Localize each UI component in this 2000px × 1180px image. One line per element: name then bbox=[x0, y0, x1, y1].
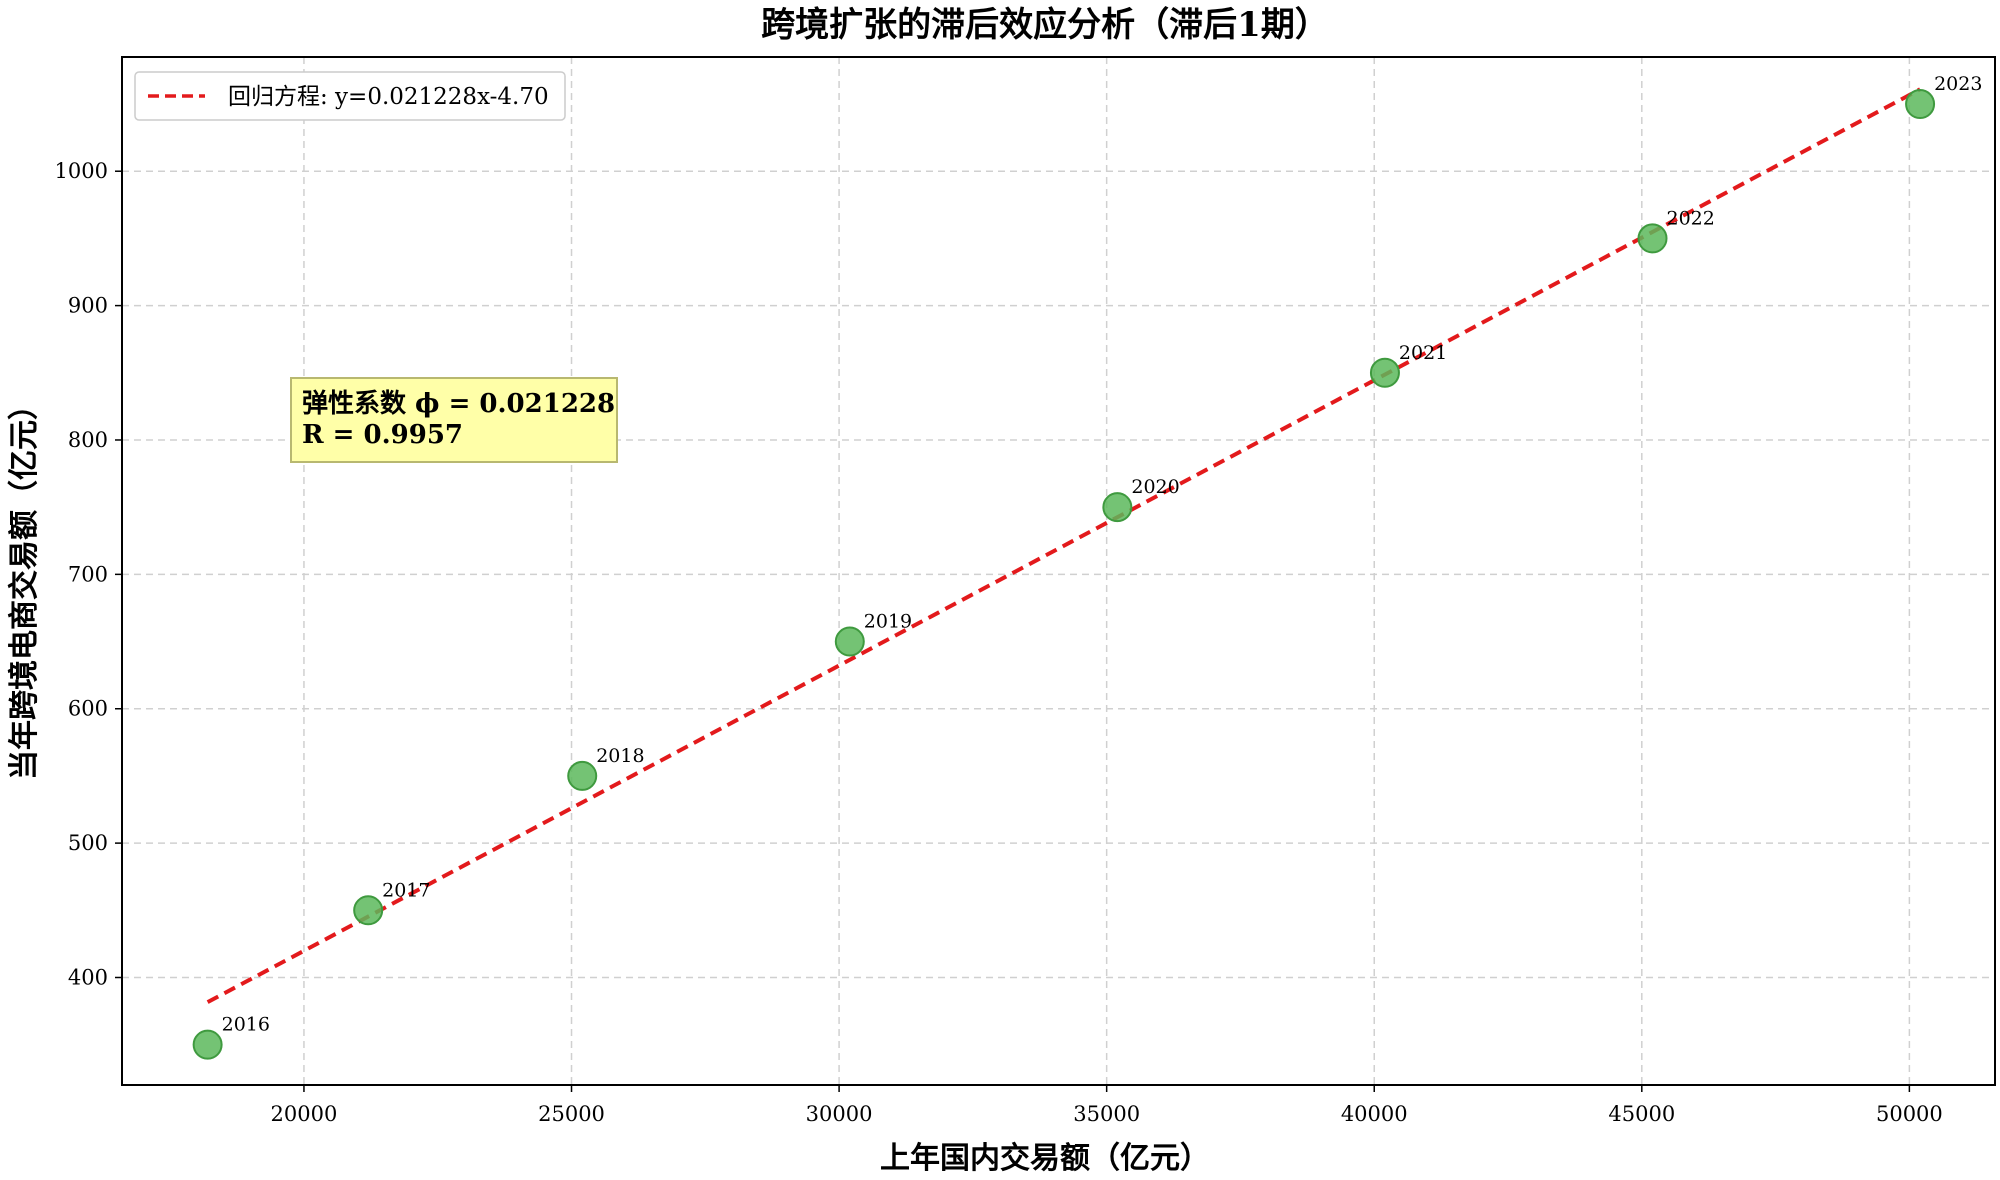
legend-box bbox=[134, 71, 566, 121]
point-label-2016: 2016 bbox=[222, 1014, 270, 1036]
point-label-2018: 2018 bbox=[596, 745, 644, 767]
y-tick-label: 400 bbox=[68, 965, 108, 989]
point-label-2021: 2021 bbox=[1399, 342, 1447, 364]
legend-entry-regression: 回归方程: y=0.021228x-4.70 bbox=[228, 84, 549, 110]
x-tick-label: 35000 bbox=[1073, 1102, 1140, 1126]
y-tick-label: 600 bbox=[68, 697, 108, 721]
point-label-2019: 2019 bbox=[864, 611, 912, 633]
y-tick-label: 1000 bbox=[55, 159, 108, 183]
x-tick-label: 20000 bbox=[271, 1102, 338, 1126]
legend: 回归方程: y=0.021228x-4.70 bbox=[134, 71, 566, 121]
grid-lines bbox=[122, 57, 1995, 1085]
annotation-r-value: R = 0.9957 bbox=[302, 420, 463, 450]
chart-title: 跨境扩张的滞后效应分析（滞后1期） bbox=[761, 5, 1329, 45]
point-label-2020: 2020 bbox=[1131, 476, 1179, 498]
y-axis-ticks: 400 500 600 700 800 900 1000 bbox=[55, 159, 122, 989]
x-axis-ticks: 20000 25000 30000 35000 40000 45000 50000 bbox=[271, 1085, 1943, 1126]
x-tick-label: 50000 bbox=[1876, 1102, 1943, 1126]
data-point-2018 bbox=[567, 760, 598, 791]
point-label-2022: 2022 bbox=[1667, 207, 1715, 229]
annotation-background bbox=[290, 377, 618, 463]
data-point-2023 bbox=[1905, 89, 1936, 120]
regression-line-group bbox=[206, 87, 1922, 1004]
x-tick-label: 25000 bbox=[538, 1102, 605, 1126]
regression-line bbox=[206, 87, 1922, 1004]
x-tick-label: 40000 bbox=[1341, 1102, 1408, 1126]
data-point-2022 bbox=[1637, 223, 1668, 254]
point-labels: 2016 2017 2018 2019 2020 2021 2022 2023 bbox=[222, 73, 1983, 1036]
annotation-elasticity: 弹性系数 ϕ = 0.021228 bbox=[302, 389, 615, 419]
x-axis-label: 上年国内交易额（亿元） bbox=[880, 1141, 1210, 1176]
x-tick-label: 30000 bbox=[806, 1102, 873, 1126]
annotation-box: 弹性系数 ϕ = 0.021228 R = 0.9957 bbox=[290, 377, 618, 463]
y-tick-label: 700 bbox=[68, 562, 108, 586]
y-axis-label: 当年跨境电商交易额（亿元） bbox=[7, 390, 42, 780]
data-point-2020 bbox=[1102, 492, 1133, 523]
data-point-2021 bbox=[1369, 357, 1400, 388]
point-label-2017: 2017 bbox=[382, 879, 430, 901]
data-point-2016 bbox=[192, 1029, 223, 1060]
x-tick-label: 45000 bbox=[1608, 1102, 1675, 1126]
data-points bbox=[192, 89, 1936, 1060]
y-tick-label: 500 bbox=[68, 831, 108, 855]
y-tick-label: 800 bbox=[68, 428, 108, 452]
y-tick-label: 900 bbox=[68, 294, 108, 318]
point-label-2023: 2023 bbox=[1934, 73, 1982, 95]
data-point-2017 bbox=[353, 895, 384, 926]
plot-area-frame bbox=[121, 56, 1996, 1086]
data-point-2019 bbox=[834, 626, 865, 657]
